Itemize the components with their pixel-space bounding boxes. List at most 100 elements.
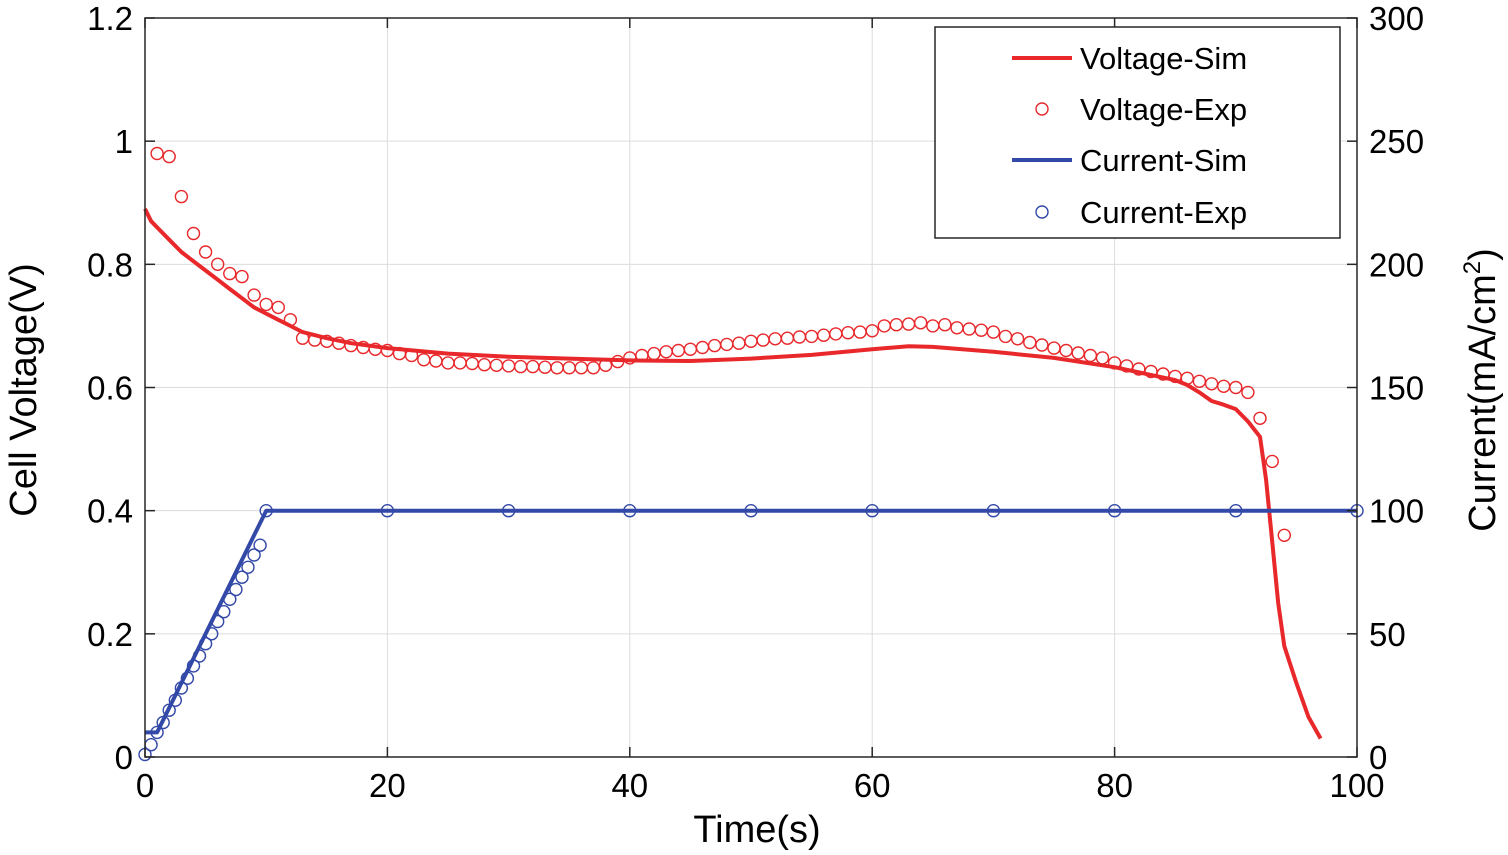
voltage-exp-point [404, 348, 419, 363]
voltage-exp-point [562, 361, 576, 375]
voltage-exp-point [877, 319, 891, 333]
voltage-exp-point [574, 361, 588, 375]
current-exp-point [259, 504, 273, 518]
current-exp-point [235, 570, 249, 584]
voltage-exp-point [683, 342, 698, 356]
voltage-exp-point [538, 360, 552, 374]
x-tick-label: 40 [611, 767, 648, 804]
voltage-exp-point [598, 358, 613, 372]
voltage-exp-point [1192, 374, 1207, 388]
voltage-exp-point [429, 354, 443, 368]
current-exp-point [156, 715, 170, 730]
voltage-exp-point [611, 354, 625, 369]
x-tick-label: 100 [1329, 767, 1384, 804]
legend-current-exp-swatch [1035, 205, 1049, 219]
voltage-exp-point [720, 337, 734, 352]
y-left-tick-label: 1.2 [87, 0, 133, 37]
y-left-tick-label: 1 [115, 123, 133, 160]
voltage-exp-point [271, 300, 285, 315]
current-exp-point [198, 637, 213, 651]
voltage-exp-point [1253, 411, 1267, 425]
voltage-exp-point [804, 329, 819, 344]
voltage-exp-point [744, 334, 758, 348]
voltage-exp-point [1180, 371, 1195, 385]
current-exp-point [162, 703, 176, 717]
current-exp-point [253, 538, 267, 552]
legend-voltage-sim-label: Voltage-Sim [1080, 41, 1247, 76]
legend-box [934, 26, 1341, 239]
voltage-exp-point [732, 336, 746, 350]
voltage-exp-point [1071, 346, 1085, 360]
voltage-exp-point [1047, 341, 1061, 355]
y-right-tick-label: 200 [1369, 246, 1424, 283]
voltage-exp-point [950, 321, 964, 335]
current-exp-point [501, 504, 516, 518]
voltage-exp-point [914, 316, 928, 330]
voltage-exp-point [1023, 335, 1037, 350]
voltage-exp-point [186, 226, 201, 241]
y-left-axis-label: Cell Voltage(V) [3, 263, 45, 516]
voltage-exp-point [768, 332, 782, 346]
ticks: 0 20 40 60 80 10000.20.40.60.811.205010015020… [87, 0, 1424, 804]
voltage-exp-point [659, 345, 673, 359]
legend-current-sim-label: Current-Sim [1080, 143, 1247, 178]
voltage-exp-point [489, 358, 504, 372]
voltage-exp-point [647, 346, 661, 361]
voltage-exp-point [150, 146, 164, 161]
voltage-exp-point [962, 322, 976, 336]
y-right-label-close: ) [1462, 248, 1504, 261]
voltage-exp-point [974, 323, 988, 337]
y-right-tick-label: 300 [1369, 0, 1424, 37]
x-tick-label: 0 [136, 767, 154, 804]
voltage-exp-point [889, 318, 904, 332]
voltage-exp-point [1035, 338, 1049, 352]
voltage-exp-point [235, 269, 249, 284]
current-exp-point [192, 649, 207, 663]
voltage-exp-point [259, 297, 273, 312]
voltage-exp-point [162, 149, 176, 164]
voltage-exp-point [465, 356, 479, 371]
voltage-exp-point [817, 328, 831, 342]
voltage-exp-point [998, 329, 1013, 344]
voltage-exp-point [1241, 385, 1255, 400]
current-exp-point [623, 504, 637, 518]
voltage-sim-line [143, 208, 1323, 740]
current-exp-point [150, 725, 164, 740]
voltage-exp-point [986, 325, 1001, 339]
voltage-exp-point [1265, 454, 1279, 469]
voltage-exp-point [198, 245, 213, 259]
voltage-exp-point [829, 327, 843, 341]
current-exp-point [1229, 504, 1243, 518]
voltage-exp-point [247, 288, 261, 302]
current-exp-point [223, 592, 237, 606]
y-right-tick-label: 100 [1369, 493, 1424, 530]
current-exp-point [241, 560, 255, 574]
current-exp-point [986, 504, 1001, 518]
current-exp-point [865, 504, 879, 518]
voltage-exp-point [586, 361, 601, 375]
voltage-exp-point [1277, 528, 1292, 542]
voltage-exp-point [453, 356, 467, 370]
voltage-exp-point [756, 333, 770, 347]
y-left-tick-label: 0.4 [87, 493, 133, 530]
voltage-exp-point [695, 340, 710, 355]
voltage-exp-point [1119, 359, 1134, 373]
voltage-exp-point [926, 319, 940, 333]
y-right-label-main: Current(mA/cm [1462, 274, 1504, 532]
current-exp-point [247, 548, 261, 562]
current-exp-point [217, 605, 231, 619]
current-exp-point [174, 681, 189, 695]
y-right-axis-label: Current(mA/cm2) [1459, 248, 1504, 532]
voltage-exp-point [1059, 343, 1073, 358]
y-right-label-superscript: 2 [1459, 261, 1486, 274]
voltage-exp-point [671, 343, 685, 358]
voltage-exp-point [174, 189, 189, 204]
current-exp-point [186, 659, 201, 673]
voltage-exp-point [380, 343, 395, 358]
y-right-tick-label: 250 [1369, 123, 1424, 160]
y-left-tick-label: 0.2 [87, 616, 133, 653]
x-tick-label: 20 [369, 767, 406, 804]
x-axis-label: Time(s) [693, 809, 820, 851]
current-sim-line [145, 508, 1357, 735]
